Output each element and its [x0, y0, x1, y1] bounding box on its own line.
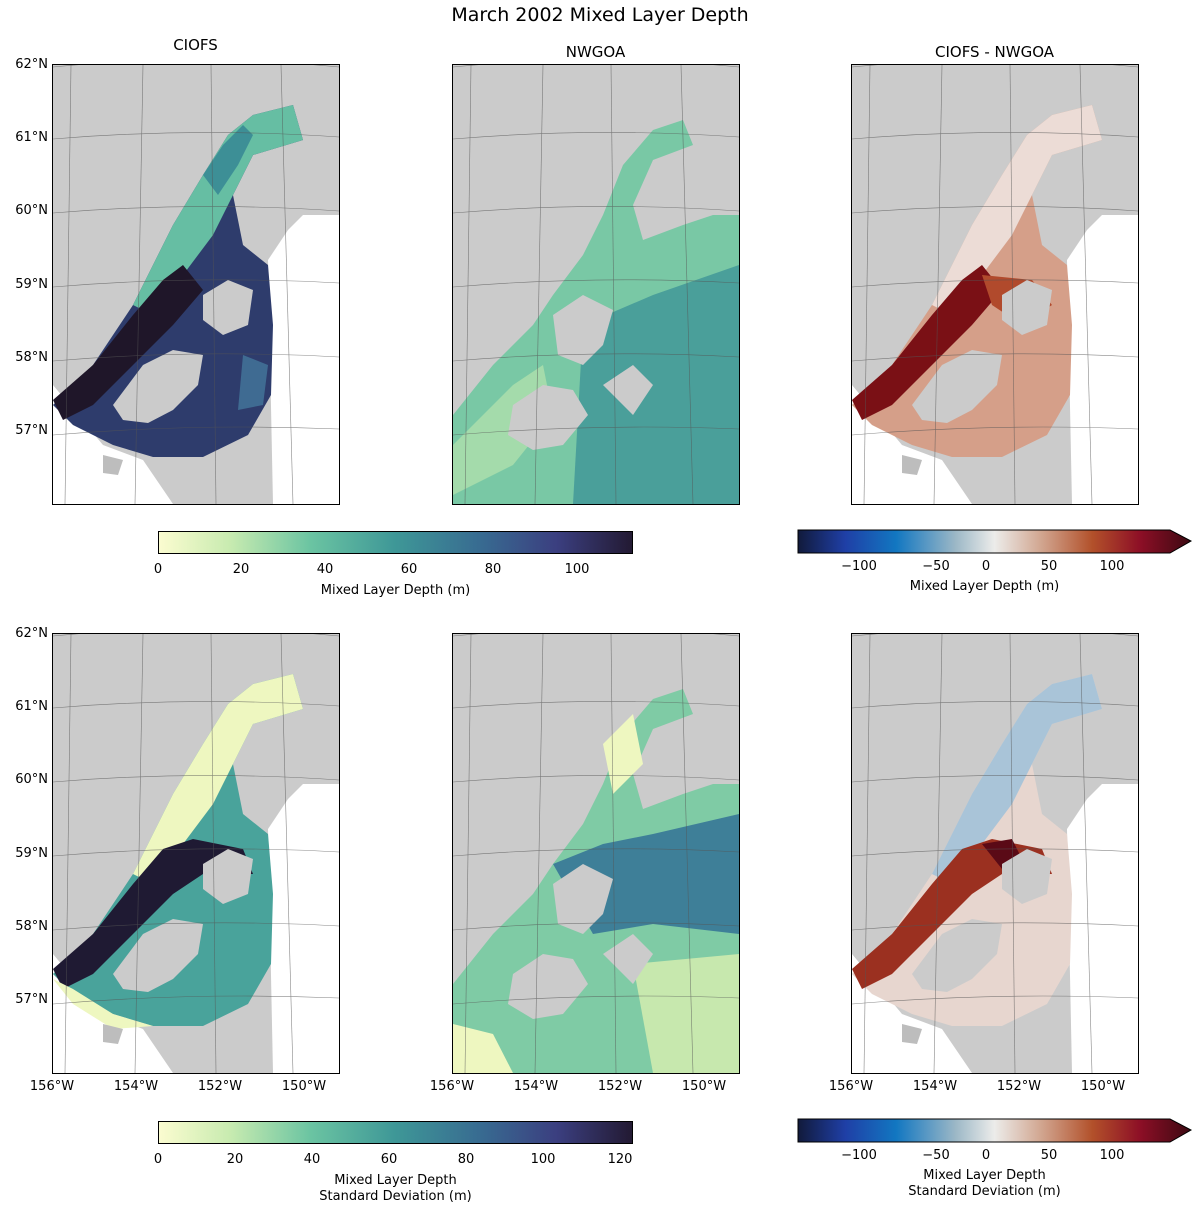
lat-label-59n-bottom: 59°N [15, 846, 48, 861]
cbar-mean-tick: 20 [232, 562, 250, 577]
cbar-mean-tick: 100 [564, 562, 590, 577]
lon-label-154w: 154°W [513, 1079, 559, 1094]
cbar-mean-tick: 40 [316, 562, 334, 577]
panel-title-ciofs: CIOFS [173, 36, 218, 54]
lon-label-154w: 154°W [912, 1079, 958, 1094]
cbar-std-tick: 40 [303, 1152, 321, 1167]
colorbar-std-label-line1: Mixed Layer Depth [334, 1173, 457, 1188]
lon-label-156w: 156°W [29, 1079, 75, 1094]
cbar-std-tick: 0 [153, 1152, 163, 1167]
lon-label-152w: 152°W [197, 1079, 243, 1094]
panel-title-difference: CIOFS - NWGOA [934, 43, 1055, 61]
map-difference-mean [851, 64, 1139, 505]
lon-label-154w: 154°W [113, 1079, 159, 1094]
colorbar-std-diff-label-line2: Standard Deviation (m) [908, 1184, 1061, 1199]
colorbar-std-difference [797, 1118, 1193, 1143]
cbar-std-diff-tick: 50 [1040, 1148, 1058, 1163]
lat-label-62n-top: 62°N [15, 57, 48, 72]
lon-label-150w: 150°W [681, 1079, 727, 1094]
lon-label-152w: 152°W [996, 1079, 1042, 1094]
colorbar-mean [158, 531, 633, 554]
cbar-std-tick: 100 [530, 1152, 556, 1167]
map-difference-std [851, 633, 1139, 1074]
cbar-std-tick: 80 [457, 1152, 475, 1167]
colorbar-mean-difference-label: Mixed Layer Depth (m) [909, 579, 1060, 594]
cbar-std-diff-tick: 100 [1099, 1148, 1125, 1163]
cbar-diff-tick: 50 [1040, 559, 1058, 574]
cbar-std-diff-tick: −100 [841, 1148, 877, 1163]
cbar-diff-tick: 0 [981, 559, 991, 574]
cbar-diff-tick: 100 [1099, 559, 1125, 574]
map-nwgoa-std [452, 633, 740, 1074]
cbar-mean-tick: 0 [153, 562, 163, 577]
cbar-std-diff-tick: −50 [922, 1148, 950, 1163]
lat-label-61n-bottom: 61°N [15, 699, 48, 714]
colorbar-std-diff-label-line1: Mixed Layer Depth [923, 1168, 1046, 1183]
colorbar-std [158, 1121, 633, 1144]
cbar-std-tick: 20 [226, 1152, 244, 1167]
lon-label-150w: 150°W [1080, 1079, 1126, 1094]
lon-label-150w: 150°W [281, 1079, 327, 1094]
cbar-std-diff-tick: 0 [981, 1148, 991, 1163]
map-ciofs-mean [52, 64, 340, 505]
lat-label-57n-bottom: 57°N [15, 992, 48, 1007]
lat-label-61n-top: 61°N [15, 130, 48, 145]
lat-label-58n-top: 58°N [15, 350, 48, 365]
map-nwgoa-mean [452, 64, 740, 505]
lon-label-156w: 156°W [828, 1079, 874, 1094]
lat-label-60n-top: 60°N [15, 203, 48, 218]
cbar-mean-tick: 60 [400, 562, 418, 577]
map-ciofs-std [52, 633, 340, 1074]
panel-title-nwgoa: NWGOA [565, 43, 626, 61]
cbar-std-tick: 60 [380, 1152, 398, 1167]
colorbar-std-difference-label: Mixed Layer Depth Standard Deviation (m) [797, 1168, 1172, 1200]
cbar-mean-tick: 80 [484, 562, 502, 577]
lat-label-58n-bottom: 58°N [15, 919, 48, 934]
lat-label-59n-top: 59°N [15, 277, 48, 292]
lat-label-60n-bottom: 60°N [15, 772, 48, 787]
lat-label-62n-bottom: 62°N [15, 626, 48, 641]
figure-title: March 2002 Mixed Layer Depth [451, 4, 749, 26]
lat-label-57n-top: 57°N [15, 423, 48, 438]
colorbar-mean-label: Mixed Layer Depth (m) [320, 583, 471, 598]
cbar-diff-tick: −50 [922, 559, 950, 574]
colorbar-mean-difference [797, 529, 1193, 554]
lon-label-152w: 152°W [597, 1079, 643, 1094]
colorbar-std-label-line2: Standard Deviation (m) [319, 1189, 472, 1204]
lon-label-156w: 156°W [429, 1079, 475, 1094]
cbar-std-tick: 120 [607, 1152, 633, 1167]
cbar-diff-tick: −100 [841, 559, 877, 574]
colorbar-std-label: Mixed Layer Depth Standard Deviation (m) [158, 1173, 633, 1205]
